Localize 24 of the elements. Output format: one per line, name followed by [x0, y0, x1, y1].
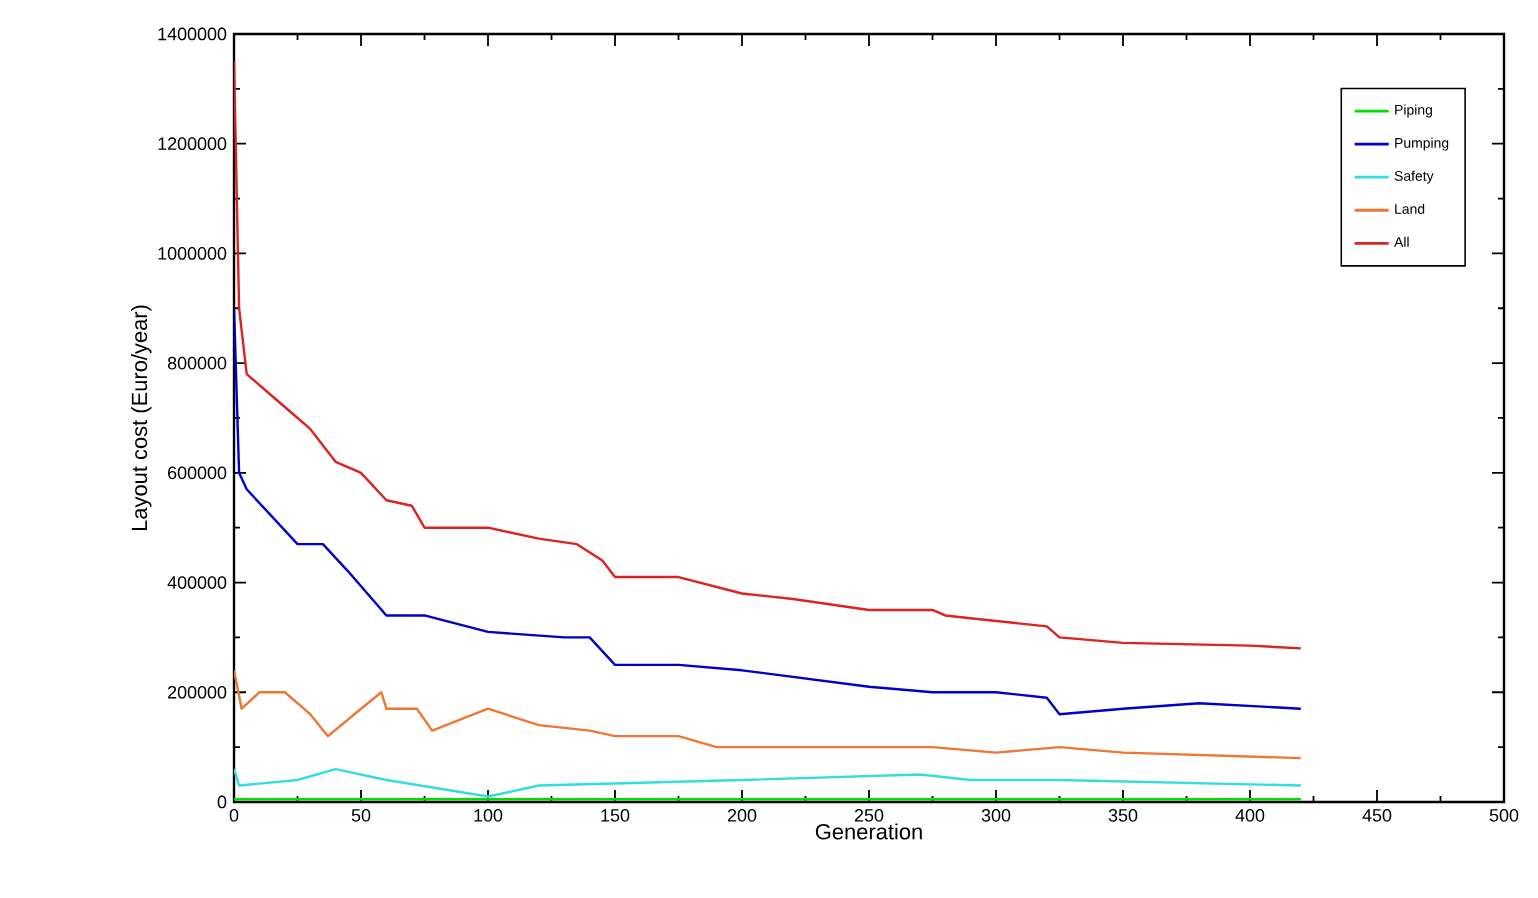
x-tick-label: 350 — [1108, 809, 1138, 822]
x-tick-label: 400 — [1235, 809, 1265, 822]
y-tick-label: 0 — [217, 795, 227, 809]
y-tick-label: 200000 — [168, 685, 227, 699]
x-axis-title: Generation — [815, 823, 922, 840]
x-tick-label: 50 — [351, 809, 371, 822]
y-tick-label: 1400000 — [158, 27, 227, 41]
x-tick-label: 100 — [474, 809, 503, 822]
x-tick-label: 0 — [229, 809, 239, 822]
x-tick-label: 250 — [854, 809, 884, 822]
line-series — [234, 767, 1302, 798]
x-tick-label: 150 — [601, 809, 630, 822]
x-tick-label: 200 — [727, 809, 757, 822]
x-tick-label: 500 — [1489, 809, 1519, 822]
y-axis-title: Layout cost (Euro/year) — [131, 305, 152, 531]
y-tick-label: 800000 — [167, 356, 227, 370]
line-series — [234, 307, 1302, 716]
x-tick-label: 300 — [981, 809, 1011, 822]
y-tick-label: 1200000 — [158, 137, 227, 151]
y-tick-label: 1000000 — [158, 247, 227, 260]
y-tick-label: 600000 — [168, 466, 227, 480]
y-tick-label: 400000 — [167, 576, 227, 589]
x-tick-label: 450 — [1362, 809, 1392, 822]
line-series — [234, 60, 1302, 650]
